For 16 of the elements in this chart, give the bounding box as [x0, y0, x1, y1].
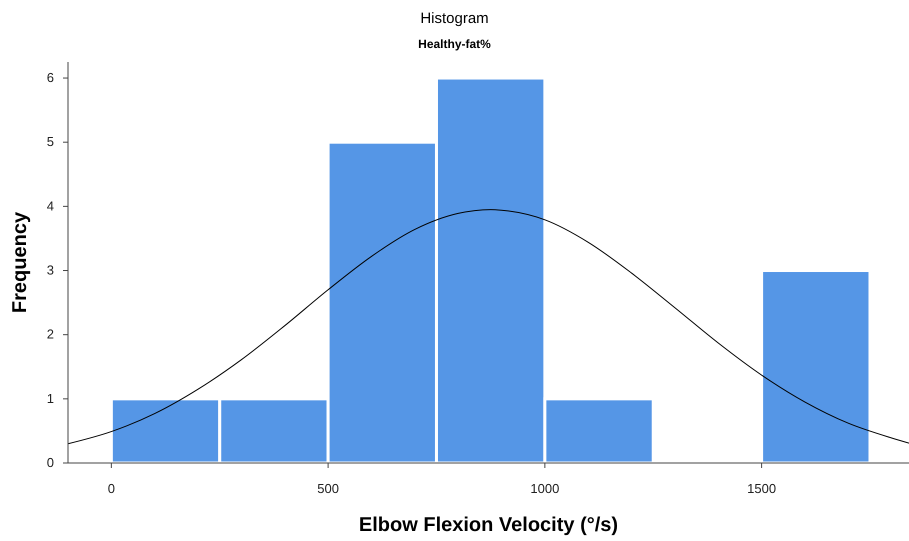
y-tick-label: 3 [46, 262, 54, 278]
x-tick-label: 1000 [530, 481, 560, 496]
x-axis-title: Elbow Flexion Velocity (°/s) [358, 514, 618, 536]
chart-title: Histogram [420, 10, 489, 27]
line-series [68, 209, 909, 444]
y-tick-label: 0 [46, 455, 54, 470]
y-tick-label: 1 [46, 390, 54, 406]
x-tick-label: 500 [317, 481, 339, 496]
x-tick-label: 1500 [747, 481, 776, 496]
y-tick-label: 2 [46, 326, 54, 342]
x-tick-label: 0 [108, 481, 115, 496]
chart-subtitle: Healthy-fat% [418, 37, 492, 51]
y-axis-title: Frequency [9, 211, 31, 314]
y-tick-label: 6 [46, 70, 54, 86]
y-tick-label: 5 [46, 134, 54, 150]
y-tick-label: 4 [46, 198, 54, 214]
